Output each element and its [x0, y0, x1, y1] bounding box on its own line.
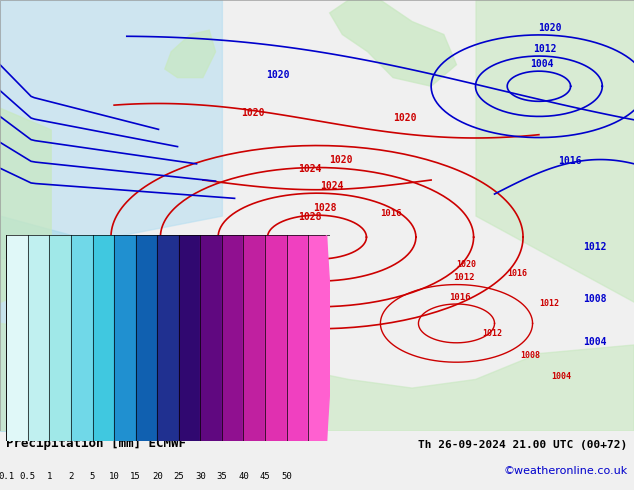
Text: 1012: 1012: [482, 329, 502, 338]
Text: 30: 30: [195, 472, 205, 481]
Text: 1020: 1020: [456, 260, 477, 270]
Text: 1016: 1016: [507, 269, 527, 278]
Bar: [49, 235, 71, 441]
Bar: [200, 235, 222, 441]
Text: 1028: 1028: [279, 285, 302, 295]
Text: 1004: 1004: [552, 372, 572, 381]
Text: 1024: 1024: [320, 181, 344, 191]
Text: 1004: 1004: [583, 337, 607, 347]
Text: 10: 10: [109, 472, 119, 481]
Text: 2: 2: [68, 472, 74, 481]
Bar: [308, 235, 327, 441]
Polygon shape: [0, 323, 634, 431]
Bar: [93, 235, 114, 441]
Text: 5: 5: [90, 472, 95, 481]
Text: 1028: 1028: [313, 203, 336, 213]
Bar: [6, 235, 28, 441]
Text: 1004: 1004: [530, 59, 554, 69]
Text: 1024: 1024: [298, 165, 321, 174]
Bar: [265, 235, 287, 441]
Text: 1020: 1020: [51, 372, 72, 381]
Text: Th 26-09-2024 21.00 UTC (00+72): Th 26-09-2024 21.00 UTC (00+72): [418, 440, 628, 450]
Text: Precipitation [mm] ECMWF: Precipitation [mm] ECMWF: [6, 437, 186, 450]
Bar: [222, 235, 243, 441]
Text: 1016: 1016: [450, 293, 471, 302]
Text: 1020: 1020: [393, 113, 417, 122]
Text: 1012: 1012: [453, 273, 475, 282]
Bar: [157, 235, 179, 441]
Text: 45: 45: [260, 472, 270, 481]
Text: 1020: 1020: [190, 390, 212, 399]
Text: 25: 25: [174, 472, 184, 481]
Bar: [179, 235, 200, 441]
Text: 1: 1: [47, 472, 52, 481]
Text: 1020: 1020: [329, 155, 353, 165]
Text: 50: 50: [281, 472, 292, 481]
Text: 1016: 1016: [380, 209, 402, 218]
Polygon shape: [327, 235, 333, 441]
Text: 1020: 1020: [241, 108, 264, 119]
Text: 1028: 1028: [298, 212, 321, 222]
Text: 1020: 1020: [273, 338, 294, 347]
Text: 1020: 1020: [538, 23, 562, 33]
Text: 1008: 1008: [583, 294, 607, 304]
Text: ©weatheronline.co.uk: ©weatheronline.co.uk: [503, 466, 628, 476]
Bar: [71, 235, 93, 441]
Bar: [114, 235, 136, 441]
Text: 20: 20: [152, 472, 162, 481]
Text: 40: 40: [238, 472, 249, 481]
Text: 1016: 1016: [558, 156, 581, 166]
Text: 1012: 1012: [583, 242, 607, 252]
Polygon shape: [330, 0, 456, 86]
Text: 1020: 1020: [101, 381, 123, 390]
Bar: [136, 235, 157, 441]
Text: 35: 35: [217, 472, 227, 481]
Text: 1012: 1012: [533, 44, 557, 54]
Text: 1020: 1020: [266, 70, 290, 79]
Text: 1008: 1008: [520, 351, 540, 360]
Bar: [243, 235, 265, 441]
Text: 1020: 1020: [285, 273, 307, 282]
Bar: [28, 235, 49, 441]
Text: 0.5: 0.5: [20, 472, 36, 481]
Text: 1012: 1012: [539, 299, 559, 308]
Text: 0.1: 0.1: [0, 472, 15, 481]
Polygon shape: [165, 30, 216, 77]
Text: 15: 15: [131, 472, 141, 481]
Bar: [287, 235, 308, 441]
